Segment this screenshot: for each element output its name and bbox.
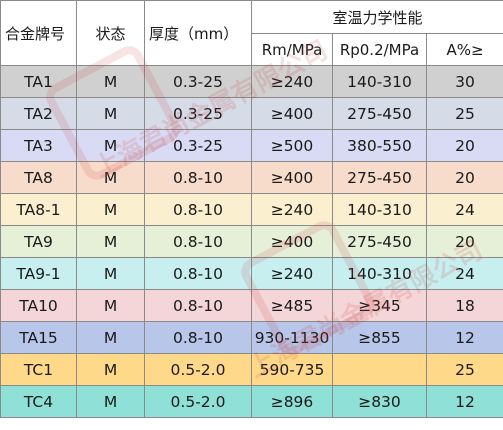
cell-rp: ≥830 xyxy=(332,385,427,418)
cell-thickness: 0.8-10 xyxy=(144,225,252,258)
table-row: TC1 M 0.5-2.0 590-735 25 xyxy=(0,353,503,386)
table-row: TA10 M 0.8-10 ≥485 ≥345 18 xyxy=(0,289,503,322)
cell-rp: 275-450 xyxy=(332,97,427,130)
cell-rp: 275-450 xyxy=(332,161,427,194)
header-mechanical-properties: 室温力学性能 xyxy=(250,0,503,34)
cell-elongation: 24 xyxy=(425,193,503,226)
cell-elongation: 20 xyxy=(425,129,503,162)
cell-grade: TA10 xyxy=(0,289,77,322)
cell-thickness: 0.8-10 xyxy=(144,321,252,354)
cell-state: M xyxy=(76,161,145,194)
cell-rm: ≥400 xyxy=(251,161,333,194)
cell-state: M xyxy=(76,193,145,226)
cell-thickness: 0.5-2.0 xyxy=(144,385,252,418)
cell-state: M xyxy=(76,129,145,162)
cell-rm: ≥400 xyxy=(251,225,333,258)
cell-rp: 380-550 xyxy=(332,129,427,162)
cell-elongation: 24 xyxy=(425,257,503,290)
table-row: TA8 M 0.8-10 ≥400 275-450 20 xyxy=(0,161,503,194)
header-grade: 合金牌号 xyxy=(0,0,77,66)
cell-grade: TA15 xyxy=(0,321,77,354)
header-row-top: 合金牌号 状态 厚度（mm） 室温力学性能 xyxy=(0,0,503,66)
cell-rp: 140-310 xyxy=(332,193,427,226)
cell-elongation: 30 xyxy=(425,65,503,98)
cell-grade: TA3 xyxy=(0,129,77,162)
cell-rm: ≥240 xyxy=(251,257,333,290)
table-body: TA1 M 0.3-25 ≥240 140-310 30 TA2 M 0.3-25 ≥400 275… xyxy=(0,65,503,418)
cell-state: M xyxy=(76,225,145,258)
cell-state: M xyxy=(76,257,145,290)
cell-grade: TC4 xyxy=(0,385,77,418)
cell-grade: TA1 xyxy=(0,65,77,98)
cell-elongation: 18 xyxy=(425,289,503,322)
cell-rp: 140-310 xyxy=(332,257,427,290)
cell-rm: ≥500 xyxy=(251,129,333,162)
cell-thickness: 0.8-10 xyxy=(144,161,252,194)
cell-thickness: 0.8-10 xyxy=(144,257,252,290)
cell-grade: TA9-1 xyxy=(0,257,77,290)
table-row: TC4 M 0.5-2.0 ≥896 ≥830 12 xyxy=(0,385,503,418)
cell-rm: ≥240 xyxy=(251,65,333,98)
cell-grade: TA9 xyxy=(0,225,77,258)
cell-rp: ≥855 xyxy=(332,321,427,354)
cell-rp: 140-310 xyxy=(332,65,427,98)
cell-state: M xyxy=(76,321,145,354)
table-row: TA8-1 M 0.8-10 ≥240 140-310 24 xyxy=(0,193,503,226)
cell-thickness: 0.8-10 xyxy=(144,289,252,322)
cell-rm: ≥400 xyxy=(251,97,333,130)
cell-rp: ≥345 xyxy=(332,289,427,322)
table-row: TA1 M 0.3-25 ≥240 140-310 30 xyxy=(0,65,503,98)
header-rm: Rm/MPa xyxy=(251,33,333,66)
cell-elongation: 20 xyxy=(425,161,503,194)
table-row: TA9 M 0.8-10 ≥400 275-450 20 xyxy=(0,225,503,258)
cell-thickness: 0.8-10 xyxy=(144,193,252,226)
cell-elongation: 12 xyxy=(425,385,503,418)
cell-thickness: 0.5-2.0 xyxy=(144,353,252,386)
cell-thickness: 0.3-25 xyxy=(144,129,252,162)
cell-state: M xyxy=(76,385,145,418)
cell-rm: ≥896 xyxy=(251,385,333,418)
table-row: TA9-1 M 0.8-10 ≥240 140-310 24 xyxy=(0,257,503,290)
cell-state: M xyxy=(76,289,145,322)
table-row: TA2 M 0.3-25 ≥400 275-450 25 xyxy=(0,97,503,130)
table-row: TA15 M 0.8-10 930-1130 ≥855 12 xyxy=(0,321,503,354)
cell-state: M xyxy=(76,353,145,386)
header-row-bottom: Rm/MPa Rp0.2/MPa A%≥ xyxy=(1,33,503,66)
cell-rm: ≥485 xyxy=(251,289,333,322)
cell-rm: 930-1130 xyxy=(251,321,333,354)
cell-elongation: 20 xyxy=(425,225,503,258)
cell-rm: 590-735 xyxy=(251,353,333,386)
header-elongation: A%≥ xyxy=(425,33,503,66)
cell-state: M xyxy=(76,65,145,98)
cell-grade: TC1 xyxy=(0,353,77,386)
cell-elongation: 25 xyxy=(425,97,503,130)
table-row: TA3 M 0.3-25 ≥500 380-550 20 xyxy=(0,129,503,162)
cell-rm: ≥240 xyxy=(251,193,333,226)
header-rp: Rp0.2/MPa xyxy=(332,33,427,66)
header-thickness: 厚度（mm） xyxy=(144,0,252,66)
cell-grade: TA8 xyxy=(0,161,77,194)
cell-grade: TA8-1 xyxy=(0,193,77,226)
cell-state: M xyxy=(76,97,145,130)
header-state: 状态 xyxy=(76,0,145,66)
cell-thickness: 0.3-25 xyxy=(144,97,252,130)
cell-rp xyxy=(332,353,427,386)
cell-elongation: 25 xyxy=(425,353,503,386)
cell-elongation: 12 xyxy=(425,321,503,354)
cell-thickness: 0.3-25 xyxy=(144,65,252,98)
cell-rp: 275-450 xyxy=(332,225,427,258)
titanium-plate-spec-table: 合金牌号 状态 厚度（mm） 室温力学性能 Rm/MPa Rp0.2/MPa A… xyxy=(0,0,503,418)
cell-grade: TA2 xyxy=(0,97,77,130)
